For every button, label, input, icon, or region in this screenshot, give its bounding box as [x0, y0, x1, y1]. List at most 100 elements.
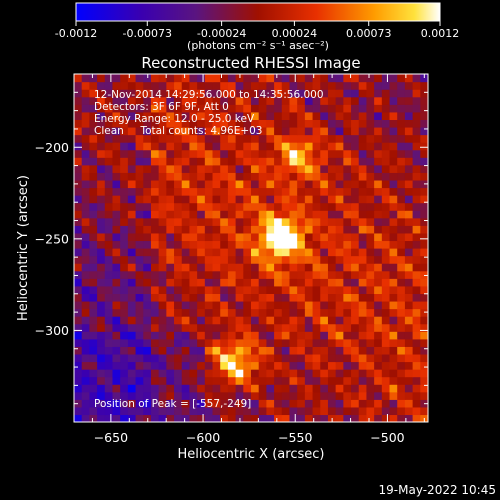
- heatmap-cell: [312, 172, 321, 181]
- heatmap-cell: [227, 179, 237, 189]
- heatmap-cell: [204, 369, 214, 378]
- heatmap-cell: [351, 399, 360, 408]
- heatmap-cell: [404, 96, 414, 105]
- heatmap-cell: [166, 376, 175, 385]
- heatmap-cell: [135, 255, 144, 264]
- heatmap-cell: [135, 195, 144, 204]
- heatmap-cell: [327, 278, 337, 287]
- heatmap-cell: [258, 323, 267, 332]
- heatmap-cell: [420, 391, 428, 400]
- heatmap-cell: [197, 96, 206, 105]
- heatmap-cell: [281, 285, 291, 294]
- heatmap-cell: [181, 202, 191, 211]
- heatmap-cell: [174, 195, 183, 204]
- heatmap-cell: [358, 323, 368, 332]
- heatmap-cell: [358, 172, 368, 181]
- heatmap-cell: [189, 331, 198, 340]
- heatmap-cell: [420, 74, 428, 83]
- heatmap-cell: [135, 187, 144, 196]
- heatmap-cell: [227, 376, 237, 385]
- heatmap-cell: [104, 210, 114, 219]
- heatmap-cell: [81, 217, 90, 226]
- heatmap-cell: [212, 308, 221, 317]
- heatmap-cell: [327, 157, 337, 166]
- heatmap-cell: [150, 104, 160, 113]
- heatmap-cell: [143, 172, 152, 181]
- heatmap-cell: [281, 126, 291, 136]
- heatmap-cell: [120, 248, 129, 257]
- heatmap-cell: [351, 96, 360, 105]
- heatmap-cell: [251, 361, 260, 370]
- heatmap-cell: [135, 119, 144, 128]
- heatmap-cell: [212, 119, 221, 128]
- heatmap-cell: [412, 217, 421, 226]
- heatmap-cell: [366, 270, 375, 279]
- heatmap-cell: [212, 142, 221, 151]
- heatmap-cell: [289, 74, 298, 83]
- heatmap-cell: [358, 89, 368, 98]
- heatmap-cell: [320, 369, 329, 378]
- heatmap-cell: [74, 111, 83, 120]
- heatmap-cell: [420, 346, 428, 355]
- heatmap-cell: [404, 278, 414, 287]
- heatmap-cell: [127, 142, 137, 151]
- heatmap-cell: [89, 399, 98, 408]
- heatmap-cell: [120, 316, 129, 325]
- heatmap-cell: [281, 369, 291, 378]
- heatmap-cell: [420, 195, 428, 204]
- heatmap-cell: [189, 157, 198, 166]
- heatmap-cell: [243, 316, 252, 325]
- heatmap-cell: [412, 142, 421, 151]
- heatmap-cell: [251, 217, 260, 226]
- heatmap-cell: [343, 248, 352, 257]
- heatmap-cell: [243, 293, 252, 302]
- heatmap-cell: [266, 293, 275, 302]
- heatmap-cell: [358, 179, 368, 189]
- heatmap-cell: [374, 406, 383, 416]
- heatmap-cell: [304, 149, 314, 158]
- heatmap-cell: [166, 149, 175, 158]
- heatmap-cell: [197, 89, 206, 98]
- heatmap-cell: [212, 361, 221, 370]
- heatmap-cell: [297, 217, 306, 226]
- heatmap-cell: [220, 187, 229, 196]
- heatmap-cell: [335, 134, 344, 143]
- heatmap-cell: [235, 248, 244, 257]
- heatmap-cell: [227, 399, 237, 408]
- heatmap-cell: [281, 202, 291, 211]
- heatmap-cell: [335, 179, 344, 189]
- heatmap-cell: [335, 376, 344, 385]
- heatmap-cell: [358, 278, 368, 287]
- heatmap-cell: [343, 81, 352, 90]
- heatmap-cell: [112, 316, 121, 325]
- heatmap-cell: [404, 157, 414, 166]
- heatmap-cell: [358, 232, 368, 242]
- heatmap-cell: [127, 285, 137, 294]
- heatmap-cell: [197, 346, 206, 355]
- heatmap-cell: [212, 232, 221, 242]
- heatmap-cell: [235, 126, 244, 136]
- heatmap-cell: [104, 376, 114, 385]
- heatmap-cell: [97, 369, 106, 378]
- heatmap-cell: [343, 361, 352, 370]
- colorbar-tick-label: -0.00073: [123, 27, 172, 40]
- heatmap-cell: [243, 369, 252, 378]
- heatmap-cell: [89, 353, 98, 363]
- heatmap-cell: [243, 346, 252, 355]
- heatmap-cell: [274, 414, 283, 422]
- heatmap-cell: [258, 270, 267, 279]
- heatmap-cell: [135, 164, 144, 173]
- heatmap-cell: [327, 376, 337, 385]
- heatmap-cell: [174, 210, 183, 219]
- heatmap-cell: [289, 164, 298, 173]
- heatmap-cell: [243, 149, 252, 158]
- heatmap-cell: [197, 399, 206, 408]
- heatmap-cell: [258, 149, 267, 158]
- heatmap-cell: [343, 308, 352, 317]
- heatmap-cell: [397, 240, 406, 249]
- heatmap-cell: [374, 179, 383, 189]
- heatmap-cell: [397, 399, 406, 408]
- heatmap-cell: [227, 384, 237, 393]
- heatmap-cell: [289, 172, 298, 181]
- heatmap-cell: [235, 157, 244, 166]
